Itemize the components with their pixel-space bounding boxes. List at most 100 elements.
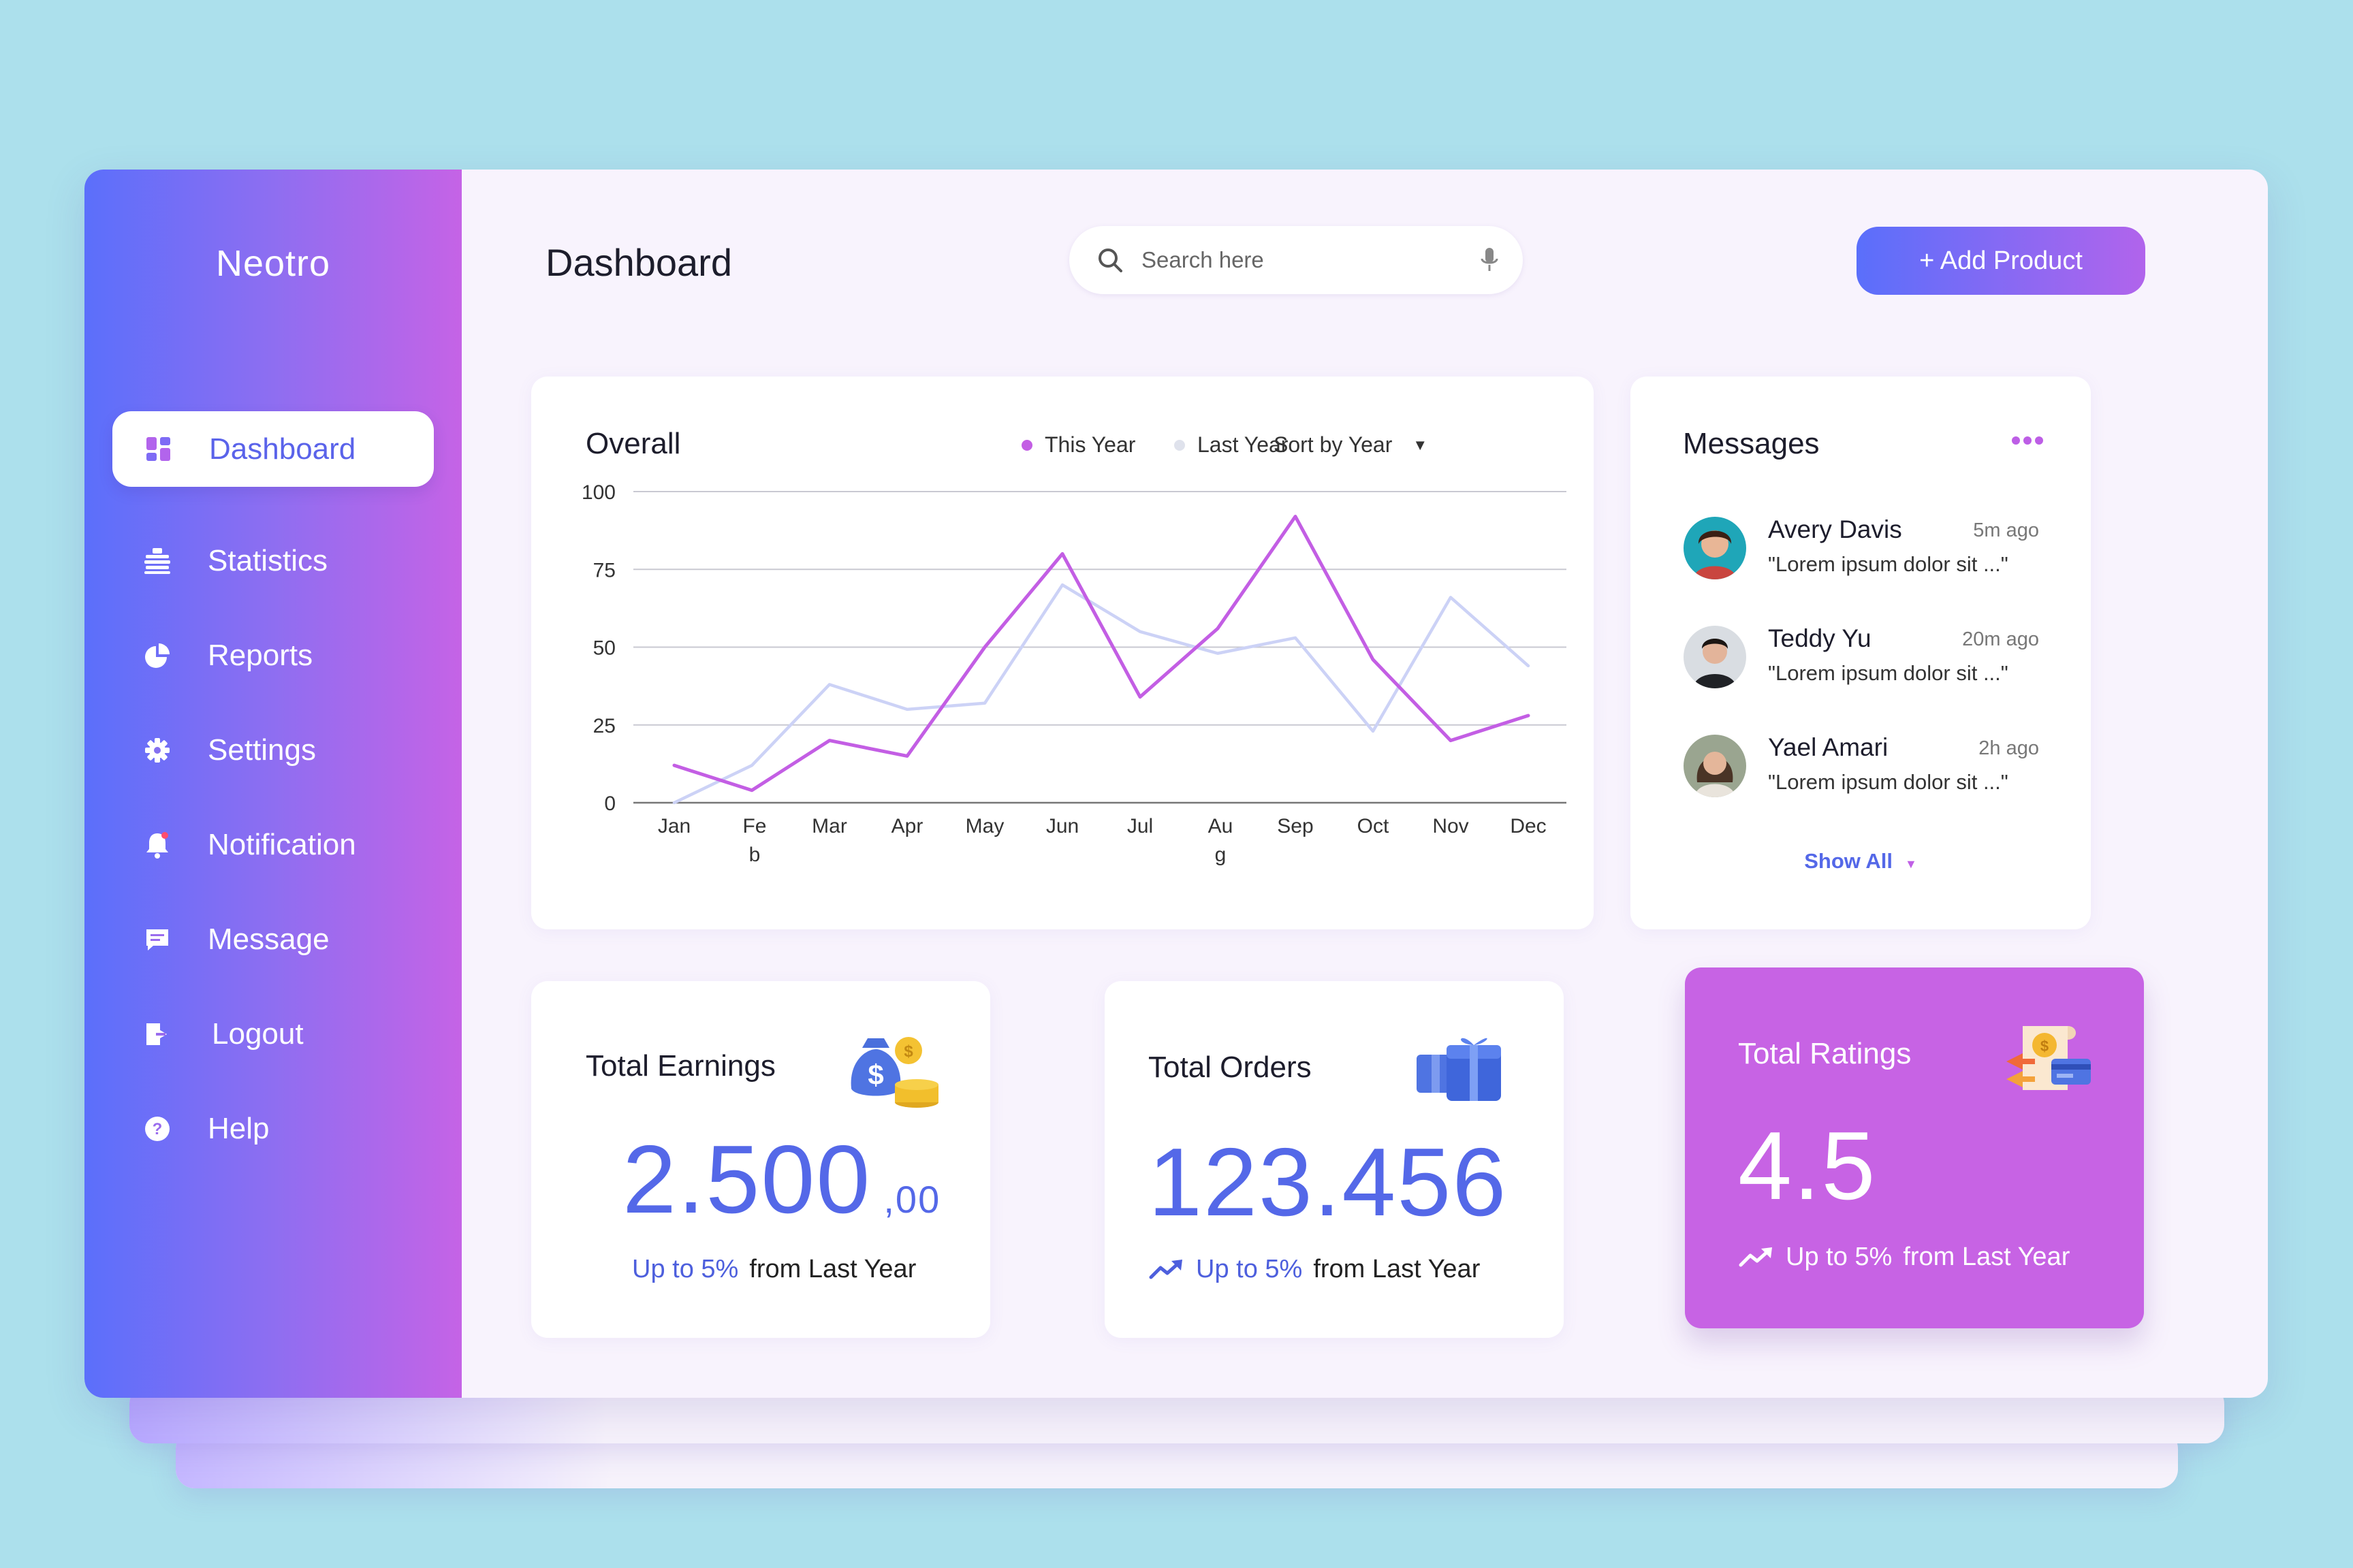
show-all-label: Show All — [1804, 849, 1893, 873]
sort-dropdown[interactable]: Sort by Year ▼ — [1274, 432, 1427, 458]
svg-text:?: ? — [153, 1120, 163, 1138]
trend-highlight: Up to 5% — [1196, 1255, 1303, 1283]
microphone-icon[interactable] — [1479, 246, 1500, 274]
message-time: 2h ago — [1978, 737, 2039, 759]
ratings-value: 4.5 — [1738, 1112, 1877, 1220]
x-tick-label: b — [749, 844, 761, 866]
sidebar-item-label: Statistics — [208, 543, 328, 577]
line-chart: 0 25 50 75 100 Jan Fe b Mar Apr May Jun Jul Au g Sep Oct… — [582, 481, 1566, 866]
legend-label: Last Year — [1197, 432, 1289, 457]
sidebar-item-label: Help — [208, 1111, 270, 1145]
sidebar-item-message[interactable]: Message — [112, 901, 434, 977]
legend-last-year[interactable]: Last Year — [1174, 432, 1288, 458]
sidebar-item-statistics[interactable]: Statistics — [112, 523, 434, 598]
message-item[interactable]: Yael Amari 2h ago "Lorem ipsum dolor sit… — [1684, 731, 2039, 799]
pie-chart-icon — [142, 641, 172, 671]
search-bar — [1069, 226, 1523, 294]
svg-text:$: $ — [868, 1059, 883, 1091]
x-tick-label: Sep — [1277, 815, 1313, 837]
overall-chart-card: Overall This Year Last Year Sort by Year… — [531, 377, 1594, 929]
x-tick-label: Au — [1208, 815, 1233, 837]
legend-label: This Year — [1045, 432, 1136, 457]
svg-text:$: $ — [2040, 1038, 2049, 1055]
x-tick-label: Oct — [1357, 815, 1389, 837]
page-title: Dashboard — [546, 241, 732, 284]
message-time: 20m ago — [1962, 628, 2039, 650]
sidebar-item-label: Settings — [208, 733, 316, 767]
trend-suffix: from Last Year — [1313, 1255, 1481, 1283]
earnings-value: 2.500 ,00 — [622, 1124, 941, 1236]
series-line-this-year — [672, 515, 1530, 793]
trend-suffix: from Last Year — [749, 1255, 917, 1283]
x-tick-label: Fe — [742, 815, 766, 837]
sidebar-item-settings[interactable]: Settings — [112, 712, 434, 788]
messages-title: Messages — [1683, 427, 1820, 460]
gear-icon — [142, 735, 172, 765]
series-line-last-year — [672, 583, 1530, 805]
sidebar-item-help[interactable]: ? Help — [112, 1091, 434, 1166]
trend-suffix: from Last Year — [1903, 1243, 2070, 1271]
trending-up-icon — [1739, 1247, 1772, 1266]
dashboard-grid-icon — [144, 434, 174, 464]
x-tick-label: Jan — [658, 815, 691, 837]
x-tick-label: Nov — [1432, 815, 1468, 837]
search-icon — [1099, 249, 1122, 272]
invoice-card-icon: $ — [2006, 1026, 2091, 1090]
legend-this-year[interactable]: This Year — [1022, 432, 1135, 458]
message-item[interactable]: Teddy Yu 20m ago "Lorem ipsum dolor sit … — [1684, 622, 2039, 690]
x-tick-label: Apr — [891, 815, 923, 837]
svg-text:$: $ — [904, 1042, 913, 1061]
money-bag-icon: $ $ — [851, 1037, 938, 1108]
logout-icon — [142, 1019, 172, 1049]
avatar — [1684, 626, 1746, 688]
avatar — [1684, 735, 1746, 797]
search-input[interactable] — [1141, 247, 1441, 273]
more-options-icon[interactable] — [2012, 436, 2043, 445]
x-tick-label: May — [966, 815, 1005, 837]
bell-icon — [142, 830, 172, 860]
sidebar-item-label: Reports — [208, 638, 313, 672]
trend-highlight: Up to 5% — [1786, 1243, 1893, 1271]
message-preview: "Lorem ipsum dolor sit ..." — [1768, 552, 2008, 576]
avatar — [1684, 517, 1746, 579]
earnings-trend: Up to 5% from Last Year — [632, 1255, 916, 1284]
sidebar-item-label: Notification — [208, 827, 356, 861]
x-tick-label: Jun — [1046, 815, 1079, 837]
statistics-icon — [142, 546, 172, 576]
sender-name: Teddy Yu — [1768, 624, 1872, 652]
x-tick-label: g — [1215, 844, 1227, 866]
stat-title: Total Orders — [1148, 1051, 1312, 1084]
sidebar-item-notification[interactable]: Notification — [112, 807, 434, 882]
sidebar-item-logout[interactable]: Logout — [112, 996, 434, 1072]
sender-name: Avery Davis — [1768, 515, 1902, 543]
add-product-button[interactable]: + Add Product — [1857, 227, 2145, 295]
y-tick-label: 25 — [593, 715, 616, 737]
chevron-down-icon: ▼ — [1904, 857, 1917, 871]
stat-title: Total Earnings — [586, 1049, 776, 1083]
y-tick-label: 75 — [593, 559, 616, 581]
sender-name: Yael Amari — [1768, 733, 1889, 761]
gift-box-icon — [1417, 1038, 1501, 1101]
sidebar-item-reports[interactable]: Reports — [112, 618, 434, 693]
sidebar: Neotro Dashboard — [84, 170, 462, 1398]
earnings-number: 2.500 — [622, 1125, 872, 1234]
y-tick-label: 50 — [593, 637, 616, 660]
sidebar-item-label: Dashboard — [209, 432, 356, 466]
help-icon: ? — [142, 1114, 172, 1144]
chart-title: Overall — [586, 427, 681, 460]
dashboard-window: Neotro Dashboard — [84, 170, 2268, 1398]
orders-trend: Up to 5% from Last Year — [1148, 1255, 1480, 1284]
y-tick-label: 100 — [582, 481, 616, 504]
show-all-link[interactable]: Show All ▼ — [1630, 849, 2091, 874]
message-time: 5m ago — [1973, 519, 2039, 541]
total-orders-card: Total Orders 123.456 Up to 5% from Last … — [1105, 981, 1564, 1338]
message-preview: "Lorem ipsum dolor sit ..." — [1768, 770, 2008, 794]
trending-up-icon — [1149, 1259, 1182, 1279]
caret-down-icon: ▼ — [1412, 436, 1428, 453]
y-tick-label: 0 — [604, 793, 616, 815]
sidebar-item-dashboard[interactable]: Dashboard — [112, 411, 434, 487]
app-logo: Neotro — [215, 243, 331, 284]
message-item[interactable]: Avery Davis 5m ago "Lorem ipsum dolor si… — [1684, 513, 2039, 581]
x-tick-label: Jul — [1127, 815, 1153, 837]
legend-dot — [1174, 439, 1185, 451]
